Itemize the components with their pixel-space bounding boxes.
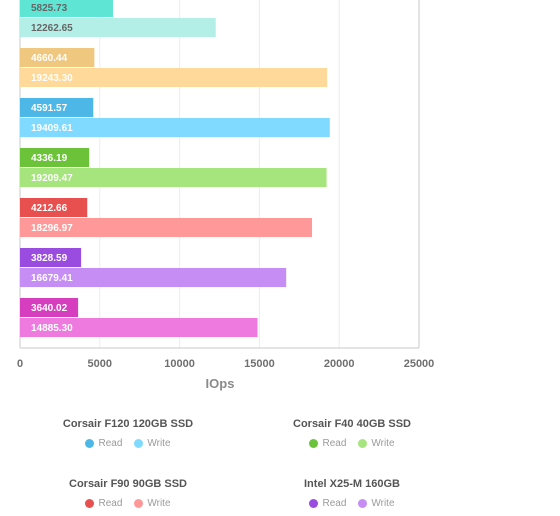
x-axis: 0 5000 10000 15000 20000 25000 bbox=[17, 347, 435, 370]
legend-item-write[interactable]: Write bbox=[358, 498, 395, 509]
bars: 5825.73 12262.65 4660.44 19243.30 4591.57 194… bbox=[20, 0, 330, 337]
legend-item-read[interactable]: Read bbox=[309, 438, 346, 449]
legend-read-dot bbox=[85, 439, 95, 448]
legend-read-dot bbox=[309, 439, 319, 448]
write-bar[interactable] bbox=[20, 18, 216, 37]
legend-write-dot bbox=[358, 439, 368, 448]
legend-item-read[interactable]: Read bbox=[309, 498, 346, 509]
legend-write-dot bbox=[134, 499, 144, 508]
write-bar[interactable] bbox=[20, 318, 258, 337]
legend-write-label: Write bbox=[147, 498, 171, 509]
read-bar[interactable] bbox=[20, 0, 113, 17]
legend-read-label: Read bbox=[98, 438, 123, 449]
write-bar[interactable] bbox=[20, 68, 328, 87]
write-bar[interactable] bbox=[20, 168, 327, 187]
x-tick-label: 25000 bbox=[404, 358, 435, 370]
read-value-label: 3828.59 bbox=[31, 253, 68, 264]
write-value-label: 16679.41 bbox=[31, 273, 73, 284]
x-tick-label: 5000 bbox=[88, 358, 112, 370]
legend-series-name: Corsair F90 90GB SSD bbox=[69, 478, 187, 490]
read-value-label: 4212.66 bbox=[31, 203, 68, 214]
x-tick-label: 10000 bbox=[164, 358, 195, 370]
read-value-label: 3640.02 bbox=[31, 303, 68, 314]
legend-read-label: Read bbox=[98, 498, 123, 509]
legend-series-name: Intel X25-M 160GB bbox=[304, 478, 400, 490]
legend-read-label: Read bbox=[322, 438, 347, 449]
read-bar[interactable] bbox=[20, 98, 94, 117]
write-value-label: 19409.61 bbox=[31, 123, 73, 134]
write-bar[interactable] bbox=[20, 218, 313, 237]
legend-item-write[interactable]: Write bbox=[134, 498, 171, 509]
legend-read-dot bbox=[309, 499, 319, 508]
legend-group-corsair-f40: Corsair F40 40GB SSD Read Write bbox=[252, 417, 452, 449]
legend-item-read[interactable]: Read bbox=[85, 498, 122, 509]
read-value-label: 4591.57 bbox=[31, 103, 68, 114]
read-bar[interactable] bbox=[20, 198, 88, 217]
write-value-label: 12262.65 bbox=[31, 23, 73, 34]
legend-series-name: Corsair F120 120GB SSD bbox=[62, 418, 194, 430]
read-value-label: 4336.19 bbox=[31, 153, 68, 164]
read-bar[interactable] bbox=[20, 298, 79, 317]
write-value-label: 19209.47 bbox=[31, 173, 73, 184]
x-tick-label: 15000 bbox=[244, 358, 275, 370]
legend-group-intel-x25m: Intel X25-M 160GB Read Write bbox=[252, 477, 452, 509]
legend-write-label: Write bbox=[147, 438, 171, 449]
write-value-label: 14885.30 bbox=[31, 323, 73, 334]
legend-item-write[interactable]: Write bbox=[358, 438, 395, 449]
read-bar[interactable] bbox=[20, 148, 90, 167]
legend-series-name: Corsair F40 40GB SSD bbox=[293, 418, 411, 430]
write-bar[interactable] bbox=[20, 268, 287, 287]
legend-item-write[interactable]: Write bbox=[134, 438, 171, 449]
write-value-label: 19243.30 bbox=[31, 73, 73, 84]
x-tick-label: 0 bbox=[17, 358, 23, 370]
read-value-label: 5825.73 bbox=[31, 3, 68, 14]
iops-bar-chart: 5825.73 12262.65 4660.44 19243.30 4591.57 194… bbox=[17, 0, 435, 391]
write-value-label: 18296.97 bbox=[31, 223, 73, 234]
legend-write-dot bbox=[134, 439, 144, 448]
legend-write-label: Write bbox=[371, 498, 395, 509]
x-tick-label: 20000 bbox=[324, 358, 355, 370]
legend-group-corsair-f120: Corsair F120 120GB SSD Read Write bbox=[28, 417, 228, 449]
legend-write-label: Write bbox=[371, 438, 395, 449]
legend-write-dot bbox=[358, 499, 368, 508]
read-bar[interactable] bbox=[20, 248, 82, 267]
legend-item-read[interactable]: Read bbox=[85, 438, 122, 449]
write-bar[interactable] bbox=[20, 118, 330, 137]
legend-read-label: Read bbox=[322, 498, 347, 509]
x-axis-title: IOps bbox=[206, 376, 235, 391]
read-value-label: 4660.44 bbox=[31, 53, 68, 64]
legend-read-dot bbox=[85, 499, 95, 508]
legend-group-corsair-f90: Corsair F90 90GB SSD Read Write bbox=[28, 477, 228, 509]
read-bar[interactable] bbox=[20, 48, 95, 67]
